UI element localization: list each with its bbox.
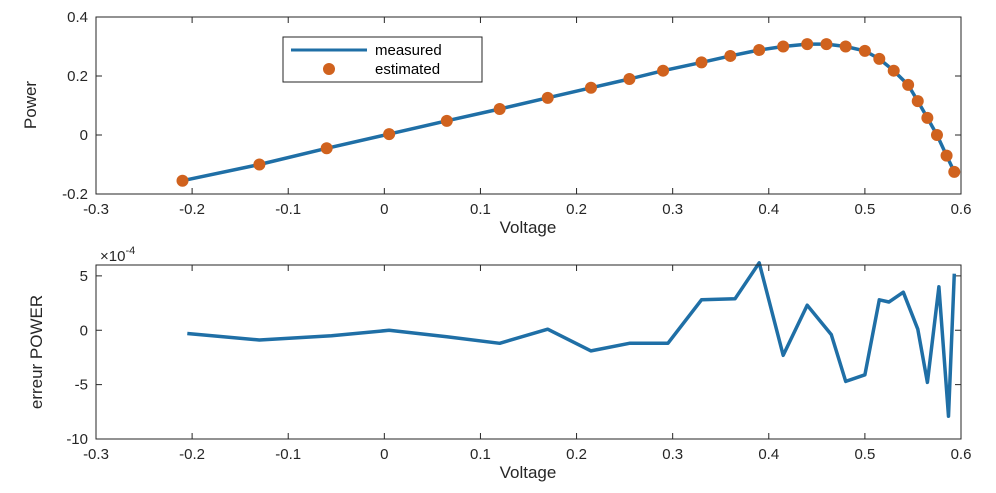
error-x-tick-label: 0.4: [758, 446, 779, 463]
error-x-tick-label: 0.2: [566, 446, 587, 463]
error-x-tick-label: 0.1: [470, 446, 491, 463]
estimated-marker: [873, 52, 886, 65]
estimated-marker: [887, 64, 900, 77]
power-x-tick-label: 0.2: [566, 201, 587, 218]
legend-estimated-swatch: [323, 63, 335, 75]
legend-box: [282, 36, 483, 83]
error-y-tick-label: -10: [66, 431, 88, 448]
power-x-tick-label: 0.3: [662, 201, 683, 218]
error-x-tick-label: -0.2: [179, 446, 205, 463]
power-plot-frame: [95, 16, 962, 195]
power-plot-ticks: -0.3 -0.2 -0.1 0 0.1 0.2 0.3 0.4 0.5 0.6-0.200.20…: [62, 9, 971, 218]
estimated-marker: [320, 142, 333, 155]
legend-measured-label: measured: [375, 42, 442, 59]
error-x-tick-label: -0.3: [83, 446, 109, 463]
estimated-marker: [440, 114, 453, 127]
power-plot: -0.3 -0.2 -0.1 0 0.1 0.2 0.3 0.4 0.5 0.6-0.200.20…: [21, 9, 971, 237]
estimated-marker: [724, 49, 737, 62]
power-y-tick-label: 0: [80, 127, 88, 144]
estimated-marker: [753, 44, 766, 57]
power-x-tick-label: 0.4: [758, 201, 779, 218]
power-x-tick-label: 0.1: [470, 201, 491, 218]
estimated-marker: [839, 40, 852, 53]
power-plot-data: [176, 38, 961, 187]
error-x-tick-label: 0.3: [662, 446, 683, 463]
error-x-tick-label: 0: [380, 446, 388, 463]
error-y-axis-label: erreur POWER: [27, 295, 46, 409]
error-x-axis-label: Voltage: [500, 463, 557, 482]
error-x-tick-label: 0.5: [854, 446, 875, 463]
error-y-multiplier: ×10-4: [100, 245, 135, 265]
estimated-marker: [777, 40, 790, 53]
power-plot-area: [96, 17, 961, 194]
estimated-marker: [657, 64, 670, 77]
power-x-tick-label: 0: [380, 201, 388, 218]
power-y-tick-label: -0.2: [62, 186, 88, 203]
estimated-marker: [584, 81, 597, 94]
power-y-axis-label: Power: [21, 81, 40, 130]
estimated-marker: [176, 174, 189, 187]
power-y-tick-label: 0.4: [67, 9, 88, 26]
error-x-tick-label: 0.6: [951, 446, 972, 463]
power-x-tick-label: -0.1: [275, 201, 301, 218]
power-x-tick-label: -0.2: [179, 201, 205, 218]
legend: measured estimated: [282, 36, 483, 83]
estimated-marker: [253, 158, 266, 171]
error-y-tick-label: -5: [75, 377, 88, 394]
error-plot-data: [187, 261, 957, 418]
estimated-marker: [493, 103, 506, 116]
power-y-tick-label: 0.2: [67, 68, 88, 85]
estimated-marker: [383, 128, 396, 141]
estimated-marker: [948, 165, 961, 178]
error-y-tick-label: 5: [80, 268, 88, 285]
estimated-marker: [695, 56, 708, 69]
estimated-marker: [940, 149, 953, 162]
error-y-tick-label: 0: [80, 322, 88, 339]
error-line: [187, 261, 957, 418]
error-x-tick-label: -0.1: [275, 446, 301, 463]
error-plot-ticks: -0.3 -0.2 -0.1 0 0.1 0.2 0.3 0.4 0.5 0.6 -10 -5 0 5: [66, 265, 971, 463]
estimated-marker: [623, 72, 636, 85]
estimated-marker: [921, 111, 934, 124]
estimated-marker: [820, 38, 833, 51]
error-plot: -0.3 -0.2 -0.1 0 0.1 0.2 0.3 0.4 0.5 0.6 -10 -5 0 5 V…: [27, 245, 971, 482]
estimated-marker: [902, 78, 915, 91]
legend-estimated-label: estimated: [375, 61, 440, 78]
error-plot-area: [96, 265, 961, 439]
error-plot-frame: [95, 264, 962, 440]
estimated-marker: [858, 44, 871, 57]
power-x-tick-label: -0.3: [83, 201, 109, 218]
estimated-marker: [911, 95, 924, 108]
power-x-tick-label: 0.6: [951, 201, 972, 218]
estimated-marker: [541, 91, 554, 104]
estimated-marker: [801, 38, 814, 51]
power-x-axis-label: Voltage: [500, 218, 557, 237]
estimated-marker: [930, 129, 943, 141]
power-x-tick-label: 0.5: [854, 201, 875, 218]
